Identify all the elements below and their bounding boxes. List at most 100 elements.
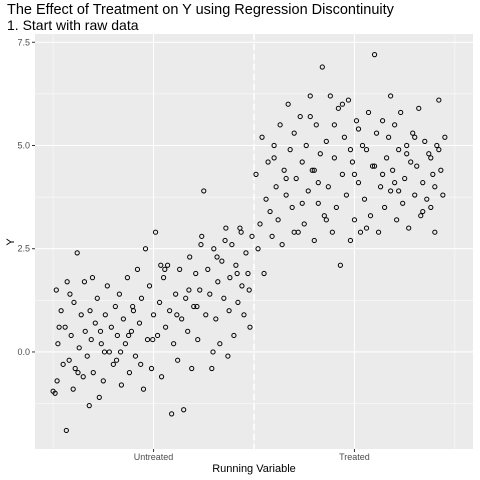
data-point xyxy=(386,134,392,140)
data-point xyxy=(297,113,303,120)
y-tick-label: 7.5 xyxy=(17,37,30,47)
data-point xyxy=(160,275,167,281)
data-point xyxy=(420,180,426,186)
data-point xyxy=(86,403,92,409)
data-point xyxy=(249,233,255,239)
data-point xyxy=(56,324,62,330)
data-point xyxy=(197,287,203,293)
data-point xyxy=(412,192,418,198)
data-point xyxy=(392,180,398,186)
data-point xyxy=(388,188,394,194)
data-point xyxy=(96,394,102,400)
data-point xyxy=(283,192,289,198)
data-point xyxy=(426,151,432,157)
data-point xyxy=(58,308,64,314)
data-point xyxy=(277,122,283,128)
data-point xyxy=(275,217,281,223)
data-point xyxy=(263,196,269,202)
data-point xyxy=(223,225,229,231)
data-point xyxy=(126,370,133,376)
data-point xyxy=(92,320,98,326)
data-point xyxy=(239,283,245,289)
data-point xyxy=(438,167,444,173)
data-point xyxy=(440,192,446,198)
data-point xyxy=(174,312,180,318)
data-point xyxy=(55,341,61,347)
data-points xyxy=(50,52,448,434)
data-point xyxy=(97,328,104,334)
data-point xyxy=(148,365,155,372)
data-point xyxy=(221,295,227,301)
data-point xyxy=(185,328,191,334)
data-point xyxy=(333,204,339,211)
data-point xyxy=(299,159,305,165)
data-point xyxy=(359,142,366,149)
data-point xyxy=(396,147,402,153)
data-point xyxy=(265,159,271,165)
data-point xyxy=(323,217,329,223)
data-point xyxy=(169,411,175,417)
data-point xyxy=(70,386,76,392)
data-point xyxy=(215,279,221,285)
data-point xyxy=(404,142,410,149)
data-point xyxy=(234,270,240,277)
data-point xyxy=(442,134,448,140)
data-point xyxy=(271,142,277,149)
data-point xyxy=(303,142,309,149)
data-point xyxy=(130,303,136,310)
y-tick-label: 5.0 xyxy=(17,140,30,150)
data-point xyxy=(418,213,424,219)
data-point xyxy=(373,130,380,136)
data-point xyxy=(420,208,426,215)
data-point xyxy=(301,221,307,227)
data-point xyxy=(343,192,350,198)
data-point xyxy=(341,134,348,140)
data-point xyxy=(259,134,265,140)
data-point xyxy=(78,312,84,318)
data-point xyxy=(369,163,376,169)
data-point xyxy=(384,155,390,161)
data-point xyxy=(229,241,235,248)
data-point xyxy=(422,138,428,144)
data-point xyxy=(62,324,68,330)
data-point xyxy=(54,378,60,384)
data-point xyxy=(118,382,124,388)
data-point xyxy=(175,357,181,363)
data-point xyxy=(132,353,139,359)
data-point xyxy=(158,262,164,268)
data-point xyxy=(150,312,157,318)
data-point xyxy=(76,345,82,351)
data-point xyxy=(257,221,263,227)
data-point xyxy=(100,378,106,384)
data-point xyxy=(186,287,192,293)
data-point xyxy=(87,308,93,314)
data-point xyxy=(152,229,159,235)
data-point xyxy=(357,229,364,235)
data-point xyxy=(150,336,156,343)
data-point xyxy=(120,316,127,322)
data-point xyxy=(211,246,217,252)
data-point xyxy=(335,105,341,111)
data-point xyxy=(281,167,287,173)
data-point xyxy=(365,109,372,116)
data-point xyxy=(74,250,80,256)
data-point xyxy=(253,171,259,177)
data-point xyxy=(179,316,185,322)
data-point xyxy=(371,163,378,169)
data-point xyxy=(309,167,315,173)
data-point xyxy=(291,229,297,235)
data-point xyxy=(63,427,69,434)
data-point xyxy=(72,365,78,372)
data-point xyxy=(432,229,438,235)
x-axis-ticks: Untreated Treated xyxy=(134,449,370,462)
x-tick-label: Untreated xyxy=(134,452,174,462)
data-point xyxy=(436,97,442,103)
data-point xyxy=(68,332,74,339)
data-point xyxy=(329,229,335,235)
data-point xyxy=(293,175,299,182)
data-point xyxy=(173,291,179,297)
data-point xyxy=(98,341,104,347)
data-point xyxy=(113,357,120,363)
data-point xyxy=(142,246,149,252)
data-point xyxy=(205,266,211,272)
